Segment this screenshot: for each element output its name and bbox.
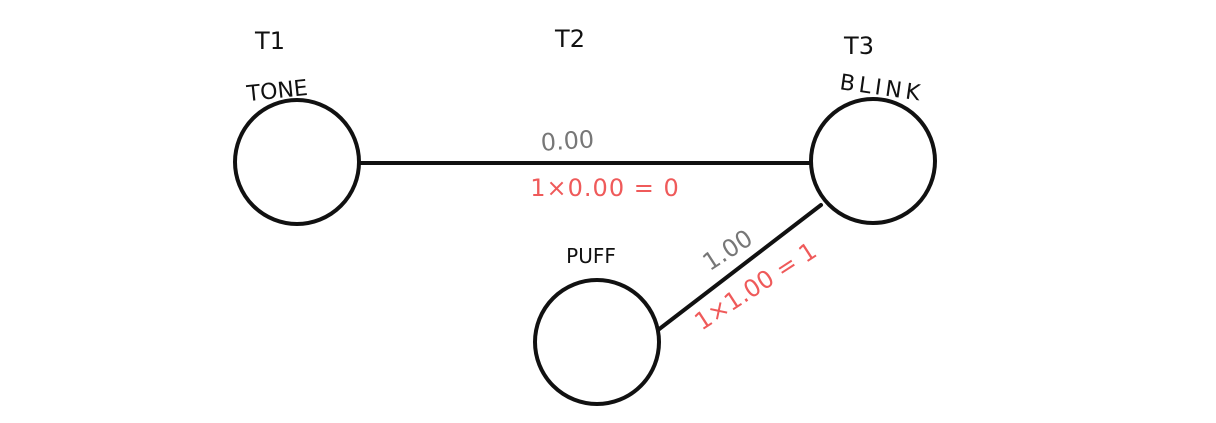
edge-product-tone-blink: 1×0.00 = 0: [530, 174, 679, 202]
node-puff: [533, 278, 661, 406]
node-label-puff: PUFF: [566, 244, 616, 268]
edge-puff-blink: [656, 203, 823, 332]
time-label-t2: T2: [554, 25, 585, 53]
node-blink: [809, 97, 937, 225]
time-label-t1: T1: [254, 27, 285, 55]
node-tone: [233, 98, 361, 226]
edge-weight-tone-blink: 0.00: [540, 125, 595, 157]
time-label-t3: T3: [843, 32, 874, 60]
edge-weight-puff-blink: 1.00: [698, 224, 758, 277]
